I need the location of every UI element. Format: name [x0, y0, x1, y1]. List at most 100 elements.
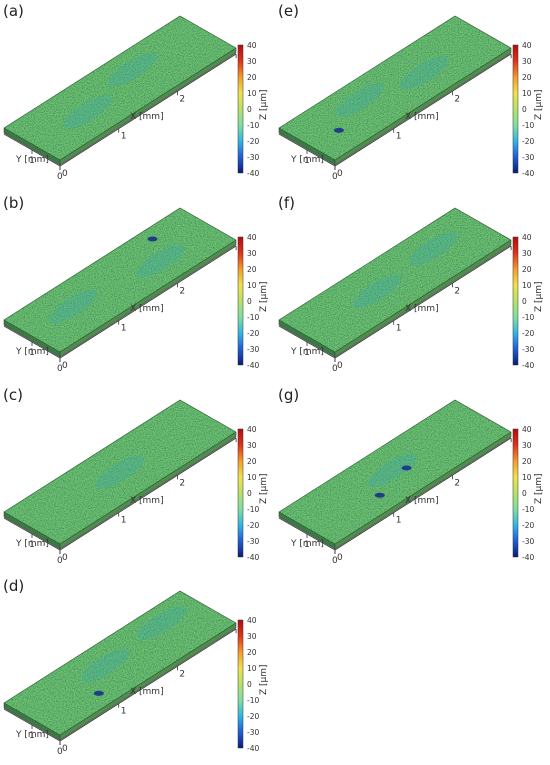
x-tick-label: 2 — [179, 478, 185, 488]
colorbar-tick-label: 40 — [247, 233, 257, 242]
colorbar-tick-label: 30 — [247, 249, 257, 258]
x-tick-label: 2 — [454, 286, 460, 296]
surface-plot: 0123X [mm]01Y [mm]403020100-10-20-30-40Z… — [278, 207, 544, 374]
y-tick-label: 0 — [57, 364, 63, 374]
colorbar-tick-label: 30 — [247, 57, 257, 66]
colorbar-tick-label: 0 — [522, 297, 527, 306]
colorbar-tick-label: -10 — [247, 121, 259, 130]
z-axis-label: Z [µm] — [259, 473, 269, 504]
colorbar-tick-label: -30 — [522, 345, 534, 354]
colorbar-tick-label: -40 — [522, 553, 534, 562]
y-axis-label: Y [mm] — [15, 730, 49, 740]
x-tick-label: 2 — [179, 94, 185, 104]
x-tick-label: 2 — [179, 286, 185, 296]
colorbar-tick-label: 0 — [247, 105, 252, 114]
colorbar-tick-label: 10 — [247, 664, 257, 673]
panel-label: (g) — [278, 386, 300, 404]
x-axis-label: X [mm] — [405, 112, 439, 122]
colorbar-tick-label: 20 — [522, 73, 532, 82]
colorbar-tick-label: -20 — [247, 137, 259, 146]
x-tick-label: 0 — [337, 169, 343, 179]
surface-plot: 0123X [mm]01Y [mm]403020100-10-20-30-40Z… — [278, 399, 544, 566]
y-axis-label: Y [mm] — [15, 155, 49, 165]
colorbar-tick-label: 40 — [247, 425, 257, 434]
colorbar-tick-label: 10 — [522, 281, 532, 290]
colorbar-tick-label: 40 — [522, 425, 532, 434]
colorbar-tick-label: 0 — [522, 489, 527, 498]
surface-panel: (f)0123X [mm]01Y [mm]403020100-10-20-30-… — [275, 192, 550, 382]
colorbar-tick-label: 30 — [247, 441, 257, 450]
surface-panel: (d)0123X [mm]01Y [mm]403020100-10-20-30-… — [0, 575, 275, 765]
surface-panel: (a)0123X [mm]01Y [mm]403020100-10-20-30-… — [0, 0, 275, 190]
surface-plot: 0123X [mm]01Y [mm]403020100-10-20-30-40Z… — [3, 15, 269, 182]
x-tick-label: 1 — [396, 516, 402, 526]
surface-panel: (g)0123X [mm]01Y [mm]403020100-10-20-30-… — [275, 384, 550, 574]
colorbar-tick-label: -30 — [247, 345, 259, 354]
x-tick-label: 2 — [454, 94, 460, 104]
y-tick-label: 0 — [57, 172, 63, 182]
x-tick-label: 0 — [337, 553, 343, 563]
colorbar-tick-label: -30 — [247, 153, 259, 162]
z-axis-label: Z [µm] — [259, 664, 269, 695]
x-tick-label: 0 — [337, 361, 343, 371]
x-tick-label: 0 — [62, 553, 68, 563]
x-axis-label: X [mm] — [405, 304, 439, 314]
z-axis-label: Z [µm] — [534, 473, 544, 504]
colorbar-tick-label: -20 — [247, 329, 259, 338]
colorbar-tick-label: 30 — [247, 632, 257, 641]
colorbar-tick-label: 20 — [247, 265, 257, 274]
colorbar-tick-label: 20 — [522, 457, 532, 466]
colorbar-tick-label: 20 — [247, 457, 257, 466]
panel-label: (e) — [278, 2, 299, 20]
colorbar-tick-label: 20 — [247, 648, 257, 657]
colorbar-tick-label: -20 — [522, 521, 534, 530]
z-axis-label: Z [µm] — [534, 89, 544, 120]
x-tick-label: 0 — [62, 744, 68, 754]
x-axis-label: X [mm] — [405, 496, 439, 506]
colorbar-tick-label: -20 — [247, 712, 259, 721]
x-tick-label: 0 — [62, 361, 68, 371]
colorbar-tick-label: 10 — [522, 89, 532, 98]
colorbar-tick-label: 20 — [247, 73, 257, 82]
colorbar-tick-label: 20 — [522, 265, 532, 274]
panel-label: (f) — [278, 194, 295, 212]
x-tick-label: 1 — [121, 132, 127, 142]
colorbar-tick-label: 40 — [247, 41, 257, 50]
colorbar-tick-label: 30 — [522, 249, 532, 258]
colorbar-tick-label: 10 — [247, 473, 257, 482]
panel-label: (c) — [3, 386, 23, 404]
surface-panel: (c)0123X [mm]01Y [mm]403020100-10-20-30-… — [0, 384, 275, 574]
y-tick-label: 0 — [332, 364, 338, 374]
colorbar-tick-label: -40 — [247, 361, 259, 370]
y-tick-label: 0 — [332, 172, 338, 182]
colorbar-tick-label: -10 — [247, 696, 259, 705]
x-tick-label: 2 — [179, 669, 185, 679]
panel-label: (a) — [3, 2, 24, 20]
z-axis-label: Z [µm] — [259, 281, 269, 312]
x-axis-label: X [mm] — [130, 304, 164, 314]
surface-plot: 0123X [mm]01Y [mm]403020100-10-20-30-40Z… — [3, 207, 269, 374]
colorbar-tick-label: 0 — [247, 297, 252, 306]
x-tick-label: 1 — [121, 324, 127, 334]
colorbar-tick-label: -30 — [522, 153, 534, 162]
colorbar-tick-label: 30 — [522, 441, 532, 450]
colorbar-tick-label: -10 — [247, 313, 259, 322]
y-axis-label: Y [mm] — [290, 347, 324, 357]
x-tick-label: 1 — [121, 707, 127, 717]
surface-panel: (b)0123X [mm]01Y [mm]403020100-10-20-30-… — [0, 192, 275, 382]
colorbar-tick-label: 40 — [247, 616, 257, 625]
panel-label: (b) — [3, 194, 25, 212]
x-axis-label: X [mm] — [130, 687, 164, 697]
colorbar-tick-label: -10 — [247, 505, 259, 514]
colorbar-tick-label: 0 — [247, 680, 252, 689]
x-tick-label: 0 — [62, 169, 68, 179]
colorbar-tick-label: -30 — [522, 537, 534, 546]
colorbar-tick-label: -10 — [522, 505, 534, 514]
y-axis-label: Y [mm] — [290, 539, 324, 549]
colorbar-tick-label: -10 — [522, 121, 534, 130]
x-tick-label: 2 — [454, 478, 460, 488]
colorbar-tick-label: -30 — [247, 537, 259, 546]
colorbar-tick-label: -20 — [247, 521, 259, 530]
y-tick-label: 1 — [29, 348, 35, 358]
